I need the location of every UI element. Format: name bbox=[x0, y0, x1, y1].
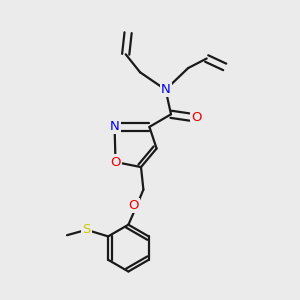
Text: O: O bbox=[128, 199, 139, 212]
Text: S: S bbox=[82, 223, 91, 236]
Text: O: O bbox=[110, 155, 121, 169]
Text: O: O bbox=[191, 111, 202, 124]
Text: N: N bbox=[161, 83, 170, 96]
Text: N: N bbox=[110, 120, 119, 134]
